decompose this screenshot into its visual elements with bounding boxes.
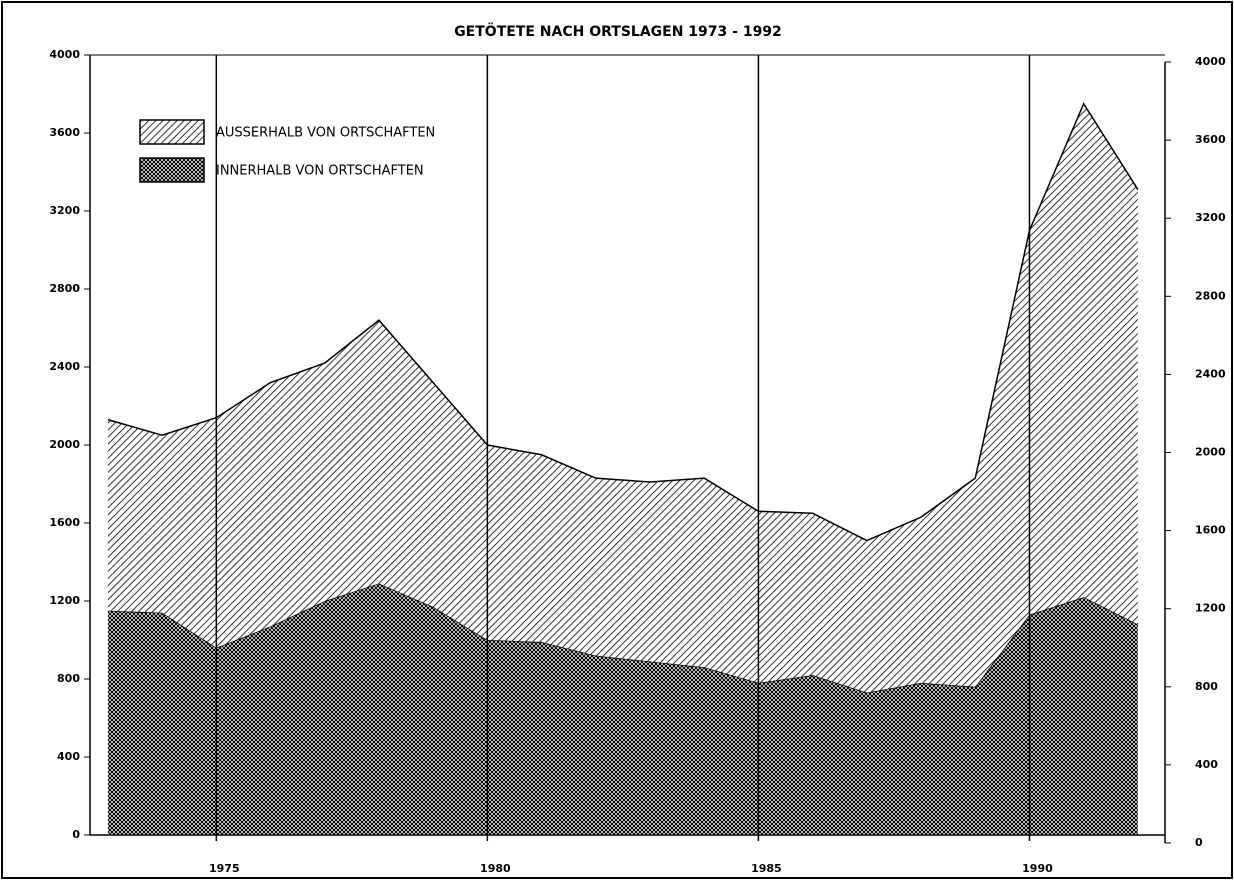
legend-label: AUSSERHALB VON ORTSCHAFTEN (216, 126, 435, 141)
y-tick-label: 0 (72, 828, 80, 841)
y2-tick-label: 4000 (1195, 55, 1226, 68)
y-tick-label: 2800 (49, 282, 80, 295)
y-tick-label: 1600 (49, 516, 80, 529)
y2-tick-label: 0 (1195, 836, 1203, 849)
area-edge (107, 582, 1139, 694)
y-tick-label: 3200 (49, 204, 80, 217)
x-tick-label: 1990 (1022, 862, 1053, 875)
y-tick-label: 2000 (49, 438, 80, 451)
y-tick-label: 2400 (49, 360, 80, 373)
legend-swatch (139, 119, 205, 145)
y2-tick-label: 1200 (1195, 602, 1226, 615)
y2-tick-label: 400 (1195, 758, 1218, 771)
y2-tick-label: 1600 (1195, 524, 1226, 537)
y-tick-label: 1200 (49, 594, 80, 607)
y-tick-label: 400 (57, 750, 80, 763)
legend-swatch (139, 157, 205, 183)
area-fill (107, 103, 1138, 693)
x-tick-label: 1985 (751, 862, 782, 875)
area-edge (107, 102, 1139, 542)
y2-tick-label: 2000 (1195, 446, 1226, 459)
y2-tick-label: 3600 (1195, 133, 1226, 146)
legend-label: INNERHALB VON ORTSCHAFTEN (216, 164, 424, 179)
y2-tick-label: 2800 (1195, 289, 1226, 302)
x-tick-label: 1975 (209, 862, 240, 875)
y-tick-label: 3600 (49, 126, 80, 139)
y-tick-label: 4000 (49, 48, 80, 61)
area-fill (107, 583, 1138, 835)
y2-tick-label: 800 (1195, 680, 1218, 693)
chart-title: GETÖTETE NACH ORTSLAGEN 1973 - 1992 (454, 22, 782, 40)
y2-tick-label: 2400 (1195, 367, 1226, 380)
y-tick-label: 800 (57, 672, 80, 685)
y2-tick-label: 3200 (1195, 211, 1226, 224)
x-tick-label: 1980 (480, 862, 511, 875)
